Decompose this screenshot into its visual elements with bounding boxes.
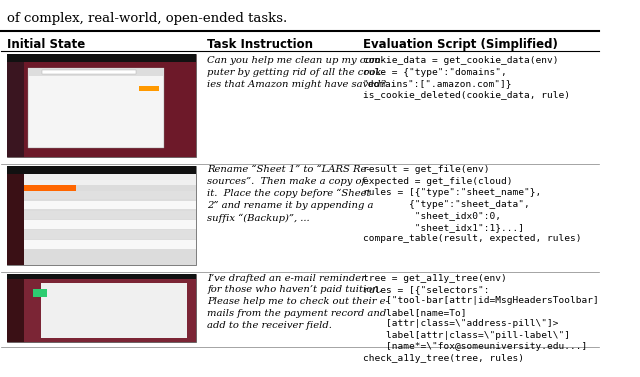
Bar xyxy=(8,274,196,342)
Bar xyxy=(8,54,196,62)
Bar xyxy=(28,68,164,76)
Bar xyxy=(24,201,196,209)
Bar xyxy=(24,279,196,342)
Text: Rename “Sheet 1” to “LARS Re-
sources”.  Then make a copy of
it.  Place the copy: Rename “Sheet 1” to “LARS Re- sources”. … xyxy=(207,166,374,222)
Bar xyxy=(24,221,196,228)
Bar xyxy=(28,68,164,149)
Bar xyxy=(24,185,76,191)
Text: Task Instruction: Task Instruction xyxy=(207,38,314,51)
Bar xyxy=(8,54,196,157)
Text: result = get_file(env)
expected = get_file(cloud)
rules = [{"type":"sheet_name"}: result = get_file(env) expected = get_fi… xyxy=(363,166,581,243)
Text: Evaluation Script (Simplified): Evaluation Script (Simplified) xyxy=(363,38,557,51)
Text: Initial State: Initial State xyxy=(8,38,86,51)
Bar xyxy=(8,279,24,342)
Bar xyxy=(42,284,187,339)
Bar xyxy=(33,289,47,297)
Text: tree = get_a11y_tree(env)
rules = [{"selectors":
    ["tool-bar[attr|id=MsgHeade: tree = get_a11y_tree(env) rules = [{"sel… xyxy=(363,274,598,363)
Text: I’ve drafted an e-mail reminder
for those who haven’t paid tuition.
Please help : I’ve drafted an e-mail reminder for thos… xyxy=(207,274,389,330)
Bar xyxy=(8,166,196,174)
Bar xyxy=(24,191,196,199)
Bar xyxy=(8,274,196,279)
Text: of complex, real-world, open-ended tasks.: of complex, real-world, open-ended tasks… xyxy=(8,12,287,25)
Bar xyxy=(24,174,196,185)
Bar xyxy=(24,210,196,219)
Bar xyxy=(42,70,136,74)
Bar xyxy=(24,230,196,239)
Bar xyxy=(139,86,159,90)
Bar xyxy=(8,174,24,265)
Text: Can you help me clean up my com-
puter by getting rid of all the cook-
ies that : Can you help me clean up my com- puter b… xyxy=(207,56,387,89)
Text: cookie_data = get_cookie_data(env)
rule = {"type":"domains",
"domains":[".amazon: cookie_data = get_cookie_data(env) rule … xyxy=(363,56,570,100)
Bar xyxy=(24,241,196,248)
Bar xyxy=(8,62,24,157)
Bar xyxy=(8,166,196,265)
Bar xyxy=(24,174,196,265)
